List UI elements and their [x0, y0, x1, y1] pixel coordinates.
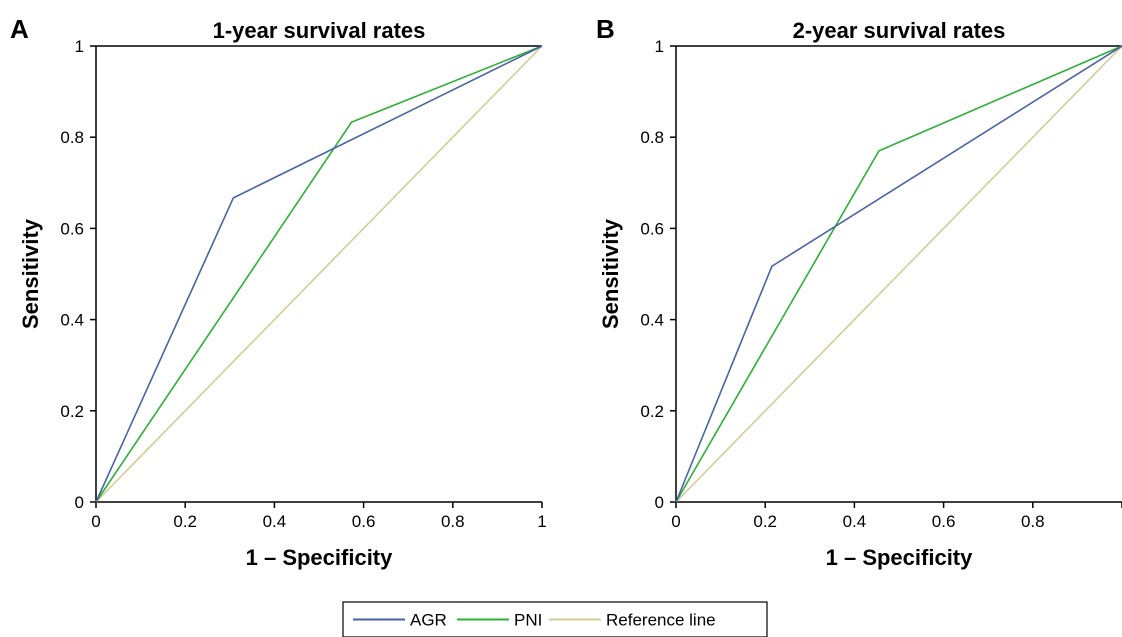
series-line-agr	[95, 45, 543, 503]
series-line-pni	[95, 45, 543, 503]
x-axis-label: 1 – Specificity	[826, 545, 974, 570]
x-tick-label: 0.8	[1021, 512, 1045, 531]
y-tick-label: 1	[655, 37, 664, 56]
chart-title: 2-year survival rates	[793, 18, 1006, 43]
y-tick-label: 0.4	[640, 311, 664, 330]
chart-title: 1-year survival rates	[213, 18, 426, 43]
y-tick-label: 1	[75, 37, 84, 56]
legend-label-pni: PNI	[514, 611, 542, 630]
y-tick-label: 0.6	[640, 219, 664, 238]
x-tick-label: 0.6	[352, 512, 376, 531]
x-tick-label: 0.6	[932, 512, 956, 531]
y-tick-label: 0.6	[60, 219, 84, 238]
legend: AGR PNI Reference line	[342, 601, 768, 637]
y-tick-label: 0.8	[60, 128, 84, 147]
x-tick-label: 1	[537, 512, 546, 531]
chart-panel-a: A 1-year survival rates 0 0.2 0.4 0.6 0.8 1 0 0.2…	[10, 14, 547, 570]
y-tick-label: 0.2	[60, 402, 84, 421]
x-tick-label: 0.4	[263, 512, 287, 531]
series-line-reference-line	[95, 45, 543, 503]
chart-panel-b: B 2-year survival rates 0 0.2 0.4 0.6 0.8 1 0 0.2…	[596, 14, 1122, 570]
y-tick-label: 0.4	[60, 311, 84, 330]
series-line-agr	[675, 45, 1122, 503]
panel-letter: B	[596, 14, 615, 44]
panel-letter: A	[10, 14, 29, 44]
x-tick-label: 0.2	[753, 512, 777, 531]
y-tick-label: 0.2	[640, 402, 664, 421]
x-tick-label: 0.4	[843, 512, 867, 531]
y-tick-label: 0	[655, 493, 664, 512]
y-axis-label: Sensitivity	[18, 218, 43, 329]
y-tick-label: 0.8	[640, 128, 664, 147]
y-axis-label: Sensitivity	[598, 218, 623, 329]
y-tick-label: 0	[75, 493, 84, 512]
x-axis-label: 1 – Specificity	[246, 545, 394, 570]
legend-label-reference-line: Reference line	[606, 611, 716, 630]
series-line-pni	[675, 45, 1122, 503]
x-tick-label: 0.8	[441, 512, 465, 531]
x-tick-label: 0	[91, 512, 100, 531]
series-line-reference-line	[675, 45, 1122, 503]
legend-label-agr: AGR	[410, 611, 447, 630]
x-tick-label: 0.2	[173, 512, 197, 531]
x-tick-label: 0	[671, 512, 680, 531]
